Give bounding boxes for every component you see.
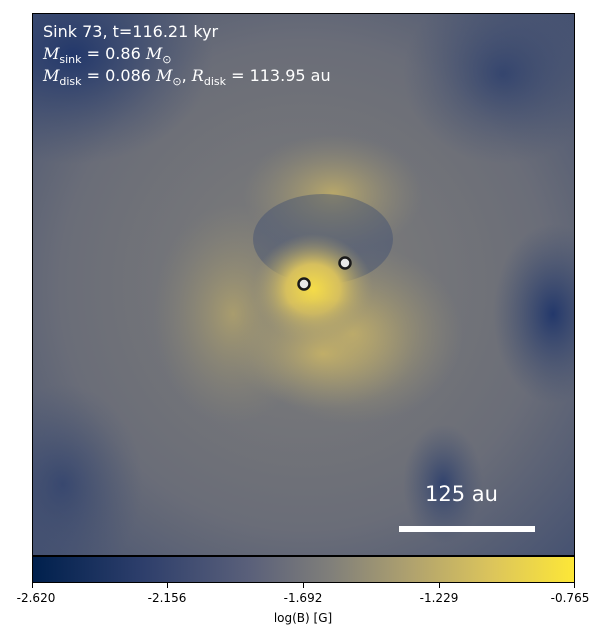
- colorbar-tick: [167, 583, 168, 588]
- sink-mass: Msink = 0.86 M⊙: [43, 44, 172, 67]
- colorbar-tick-label: -2.156: [147, 591, 187, 605]
- colorbar-tick-label: -2.620: [16, 591, 56, 605]
- sink-mass-value: = 0.86: [86, 44, 141, 63]
- scale-bar-label: 125 au: [425, 482, 498, 506]
- disk-mass-value: = 0.086: [86, 66, 151, 85]
- colorbar: [32, 556, 575, 583]
- sink-particle-1: [297, 277, 311, 291]
- colorbar-tick: [439, 583, 440, 588]
- colorbar-label: log(B) [G]: [273, 611, 333, 625]
- field-image: [33, 14, 574, 555]
- colorbar-tick: [303, 583, 304, 588]
- colorbar-tick: [574, 583, 575, 588]
- title-sink-time: Sink 73, t=116.21 kyr: [43, 22, 219, 41]
- colorbar-tick-label: -0.765: [550, 591, 590, 605]
- disk-radius-value: = 113.95 au: [231, 66, 331, 85]
- colorbar-tick: [32, 583, 33, 588]
- colorbar-tick-label: -1.229: [419, 591, 459, 605]
- colorbar-tick-label: -1.692: [283, 591, 323, 605]
- sink-particle-2: [338, 256, 352, 270]
- magnetic-field-map: Sink 73, t=116.21 kyr Msink = 0.86 M⊙ Md…: [32, 13, 575, 556]
- scale-bar: [399, 526, 535, 532]
- disk-info: Mdisk = 0.086 M⊙, Rdisk = 113.95 au: [43, 66, 331, 89]
